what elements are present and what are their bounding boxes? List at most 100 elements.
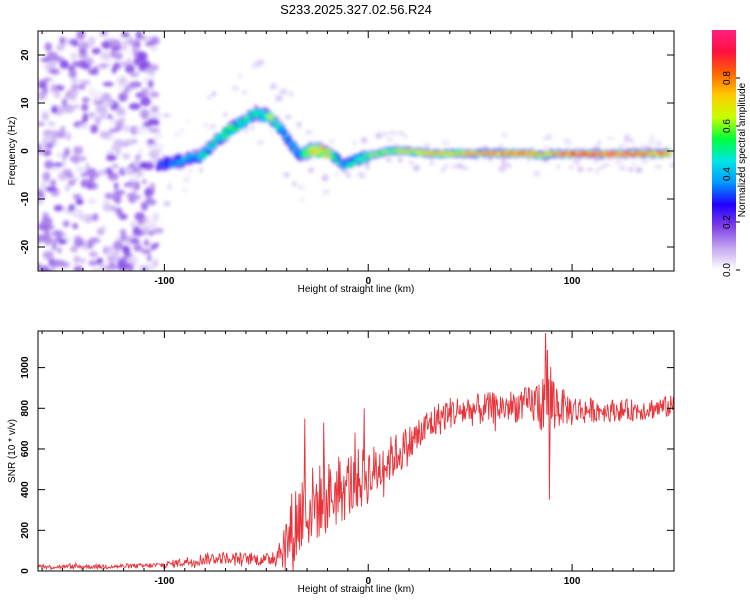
- spectrogram-noise-blob: [67, 179, 76, 186]
- spectrogram-noise-blob: [137, 51, 148, 62]
- spectrogram-noise-blob: [149, 148, 162, 155]
- spectrogram-noise-blob: [47, 58, 57, 69]
- spectrogram-ridge-blob: [246, 119, 252, 123]
- spectrogram-noise-blob: [88, 260, 98, 266]
- spectrogram-scatter-blob: [618, 165, 627, 171]
- chart-title: S233.2025.327.02.56.R24: [280, 2, 432, 17]
- spectrogram-scatter-blob: [602, 163, 610, 167]
- spectrogram-x-label: Height of straight line (km): [298, 284, 415, 295]
- spectrogram-noise-blob: [70, 83, 79, 90]
- spectrogram-noise-blob: [147, 139, 155, 144]
- spectrogram-scatter-blob: [382, 132, 388, 137]
- spectrogram-noise-blob: [126, 192, 138, 199]
- spectrogram-scatter-blob: [670, 163, 674, 168]
- spectrogram-noise-blob: [130, 238, 141, 244]
- spectrogram-scatter-blob: [300, 197, 305, 203]
- spectrogram-scatter-blob: [285, 115, 292, 120]
- spectrogram-ridge-blob: [330, 153, 336, 156]
- spectrogram-noise-blob: [80, 80, 91, 85]
- spectrogram-noise-blob: [114, 52, 123, 61]
- spectrogram-noise-blob: [73, 177, 78, 182]
- spectrogram-noise-blob: [51, 179, 56, 187]
- spectrogram-scatter-blob: [556, 164, 560, 169]
- spectrogram-noise-blob: [55, 152, 67, 157]
- spectrogram-noise-blob: [95, 117, 101, 126]
- spectrogram-noise-blob: [42, 171, 51, 182]
- spectrogram-ridge-blob: [326, 150, 332, 153]
- spectrogram-scatter-blob: [572, 159, 581, 165]
- spectrogram-scatter-blob: [279, 88, 288, 95]
- spectrogram-scatter-blob: [533, 170, 540, 177]
- spectrogram-noise-blob: [100, 225, 107, 231]
- spectrogram-y-tick-label: 20: [20, 49, 31, 61]
- spectrogram-noise-blob: [122, 245, 131, 255]
- spectrogram-noise-blob: [53, 204, 64, 212]
- spectrogram-scatter-blob: [542, 136, 549, 140]
- spectrogram-noise-blob: [116, 106, 123, 116]
- spectrogram-noise-blob: [129, 72, 139, 77]
- spectrogram-noise-blob: [137, 219, 145, 226]
- spectrogram-ridge-blob: [188, 158, 194, 163]
- spectrogram-noise-blob: [41, 216, 53, 227]
- spectrogram-ridge-blob: [221, 130, 228, 134]
- spectrogram-scatter-blob: [188, 168, 193, 174]
- spectrogram-ridge-blob: [311, 145, 317, 150]
- spectrogram-scatter-blob: [408, 160, 414, 165]
- spectrogram-scatter-blob: [329, 139, 334, 145]
- spectrogram-scatter-blob: [270, 83, 277, 90]
- spectrogram-noise-blob: [150, 105, 159, 113]
- spectrogram-noise-blob: [141, 248, 152, 254]
- spectrogram-ridge-blob: [315, 150, 322, 155]
- spectrogram-y-tick-label: 0: [20, 148, 31, 154]
- spectrogram-scatter-blob: [656, 140, 662, 148]
- spectrogram-scatter-blob: [231, 86, 239, 91]
- spectrogram-scatter-blob: [629, 139, 634, 143]
- spectrogram-noise-blob: [105, 167, 113, 176]
- spectrogram-noise-blob: [97, 169, 107, 176]
- spectrogram-noise-blob: [65, 185, 70, 192]
- spectrogram-scatter-blob: [430, 160, 434, 166]
- spectrogram-noise-blob: [59, 59, 69, 69]
- colorbar-tick-label: 0.0: [722, 263, 733, 277]
- spectrogram-y-tick-label: 10: [20, 97, 31, 109]
- spectrogram-noise-blob: [138, 35, 147, 40]
- spectrogram-noise-blob: [99, 130, 111, 139]
- spectrogram-scatter-blob: [451, 164, 458, 169]
- spectrogram-noise-blob: [70, 245, 79, 253]
- spectrogram-noise-blob: [65, 132, 72, 141]
- spectrogram-scatter-blob: [255, 61, 262, 68]
- spectrogram-noise-blob: [49, 77, 54, 82]
- spectrogram-noise-blob: [124, 40, 131, 45]
- spectrogram-y-tick-label: -10: [20, 191, 31, 206]
- spectrogram-noise-blob: [73, 103, 80, 110]
- spectrogram-noise-blob: [51, 241, 57, 251]
- spectrogram-noise-blob: [148, 128, 160, 133]
- spectrogram-noise-blob: [120, 61, 127, 68]
- spectrogram-noise-blob: [96, 228, 105, 236]
- spectrogram-ridge-blob: [294, 154, 300, 159]
- spectrogram-noise-blob: [40, 32, 48, 37]
- spectrogram-scatter-blob: [397, 130, 405, 136]
- spectrogram-scatter-blob: [387, 131, 391, 137]
- spectrogram-noise-blob: [102, 204, 114, 212]
- spectrogram-noise-blob: [62, 168, 73, 175]
- spectrogram-noise-blob: [72, 223, 79, 230]
- spectrogram-noise-blob: [151, 212, 160, 223]
- spectrogram-scatter-blob: [296, 121, 302, 129]
- spectrogram-noise-blob: [126, 84, 138, 89]
- spectrogram-noise-blob: [154, 242, 160, 247]
- spectrogram-noise-blob: [75, 198, 84, 205]
- spectrogram-ridge-blob: [263, 117, 269, 122]
- spectrogram-ridge-blob: [248, 116, 254, 120]
- spectrogram-noise-blob: [129, 176, 140, 183]
- spectrogram-ridge-blob: [277, 124, 284, 128]
- spectrogram-scatter-blob: [287, 90, 294, 98]
- spectrogram-noise-blob: [149, 182, 156, 192]
- spectrogram-noise-blob: [44, 160, 54, 170]
- spectrogram-x-tick-label: 0: [365, 276, 371, 287]
- spectrogram-noise-blob: [70, 78, 80, 84]
- colorbar-tick-label: 0.2: [722, 215, 733, 229]
- spectrogram-scatter-blob: [614, 159, 623, 165]
- spectrogram-scatter-blob: [563, 138, 570, 143]
- spectrogram-noise-blob: [78, 52, 88, 59]
